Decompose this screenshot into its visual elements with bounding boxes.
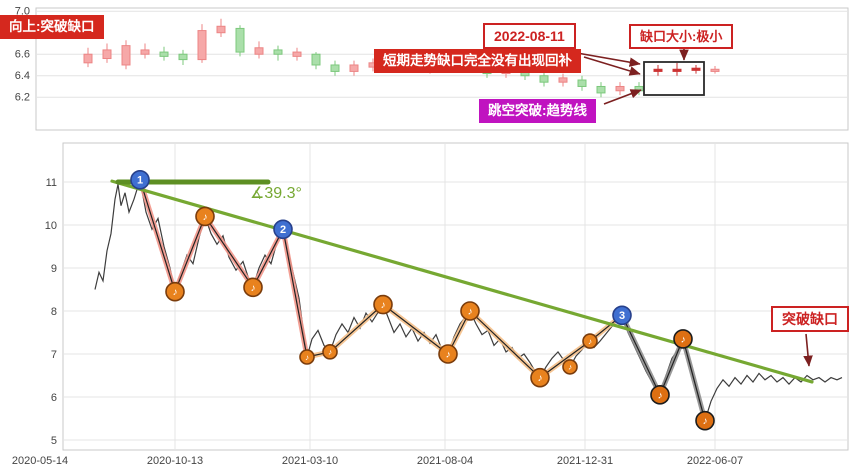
candle	[140, 43, 150, 59]
wave-marker: ♪	[438, 344, 458, 364]
marker-glyph: 2	[280, 224, 286, 236]
y-tick-label: 8	[51, 306, 57, 318]
y-tick-label: 5	[51, 435, 57, 447]
x-tick-label: 2021-08-04	[417, 455, 473, 467]
marker-glyph: ♪	[703, 416, 708, 427]
candle	[235, 25, 245, 57]
candle	[83, 47, 93, 68]
marker-glyph: ♪	[203, 212, 208, 223]
candle	[292, 47, 302, 61]
direction-banner: 向上:突破缺口	[0, 15, 104, 39]
zigzag-core	[621, 315, 706, 421]
marker-glyph: ♪	[588, 337, 592, 346]
bottom-trend-chart: 11 10 9 8 7 6 5 2020-05-14 2020-10-13 2021-03-10 2…	[12, 142, 849, 467]
zigzag-core	[139, 179, 308, 358]
candle	[710, 66, 720, 74]
x-tick-label: 2021-12-31	[557, 455, 613, 467]
y-tick-label: 7	[51, 349, 57, 361]
marker-glyph: ♪	[328, 348, 332, 357]
wave-marker: ♪	[299, 349, 315, 365]
gap-size-annotation: 缺口大小:极小	[629, 24, 734, 49]
candle	[349, 60, 359, 76]
breakaway-annotation: 突破缺口	[771, 306, 849, 332]
candle	[596, 82, 606, 98]
candle	[121, 40, 131, 70]
candle	[615, 82, 625, 96]
wave-marker: ♪	[562, 359, 578, 375]
plot-frame	[62, 142, 849, 451]
annotation-overlay	[559, 49, 813, 367]
y-tick-label: 11	[46, 177, 57, 189]
candle	[197, 24, 207, 63]
x-tick-label: 2021-03-10	[282, 455, 338, 467]
candle	[178, 49, 188, 65]
marker-glyph: ♪	[568, 363, 572, 372]
wave-marker: 2	[273, 219, 293, 240]
wave-marker: ♪	[243, 277, 263, 298]
candle	[634, 82, 644, 96]
candle	[216, 18, 226, 38]
candle	[577, 75, 587, 91]
marker-glyph: ♪	[681, 334, 686, 345]
annotation-arrow	[603, 89, 642, 105]
x-tick-label: 2020-10-13	[147, 455, 203, 467]
wave-marker: ♪	[695, 410, 715, 431]
plot-frame	[35, 7, 849, 131]
marker-glyph: ♪	[305, 353, 309, 362]
candle	[558, 73, 568, 87]
y-tick-label: 6	[51, 392, 57, 404]
marker-glyph: 1	[137, 175, 143, 187]
candle	[159, 46, 169, 61]
y-tick-label: 9	[51, 263, 57, 275]
date-annotation: 2022-08-11	[483, 23, 576, 49]
candle	[311, 52, 321, 70]
candle	[691, 64, 701, 74]
zigzag-core	[306, 303, 623, 379]
candle	[539, 71, 549, 87]
wave-marker: ♪	[460, 301, 480, 321]
marker-glyph: ♪	[538, 373, 543, 384]
wave-marker: ♪	[373, 294, 393, 315]
marker-glyph: ♪	[446, 350, 451, 361]
angle-label: ∡39.3°	[250, 185, 302, 202]
y-tick-label: 6.2	[15, 92, 30, 104]
wave-marker: ♪	[673, 329, 693, 349]
wave-marker: 3	[612, 305, 632, 326]
candle	[102, 43, 112, 63]
no-refill-banner: 短期走势缺口完全没有出现回补	[374, 49, 581, 73]
trend-line	[110, 179, 814, 384]
candle	[672, 62, 682, 76]
wave-marker: ♪	[195, 206, 215, 227]
wave-marker: ♪	[650, 385, 670, 405]
y-tick-label: 6.6	[15, 49, 30, 61]
marker-glyph: ♪	[173, 287, 178, 298]
wave-marker: ♪	[322, 344, 338, 360]
x-tick-label: 2020-05-14	[12, 455, 68, 467]
annotation-arrow	[803, 333, 813, 367]
candle	[653, 64, 663, 76]
y-tick-label: 7.0	[15, 6, 30, 18]
candle	[273, 45, 283, 61]
candle	[254, 41, 264, 59]
marker-glyph: ♪	[251, 283, 256, 294]
x-tick-label: 2022-06-07	[687, 455, 743, 467]
marker-glyph: ♪	[658, 390, 663, 401]
gap-break-banner: 跳空突破:趋势线	[479, 99, 596, 123]
marker-glyph: ♪	[468, 307, 473, 318]
wave-marker: ♪	[165, 281, 185, 302]
annotation-arrow	[583, 56, 641, 76]
gap-highlight-box	[643, 61, 705, 96]
y-tick-label: 10	[45, 220, 57, 232]
wave-marker: ♪	[582, 333, 598, 349]
wave-marker: 1	[130, 170, 150, 190]
wave-marker: ♪	[530, 367, 550, 388]
marker-glyph: 3	[619, 310, 625, 322]
candle	[330, 60, 340, 76]
y-tick-label: 6.4	[15, 70, 30, 82]
marker-glyph: ♪	[381, 300, 386, 311]
